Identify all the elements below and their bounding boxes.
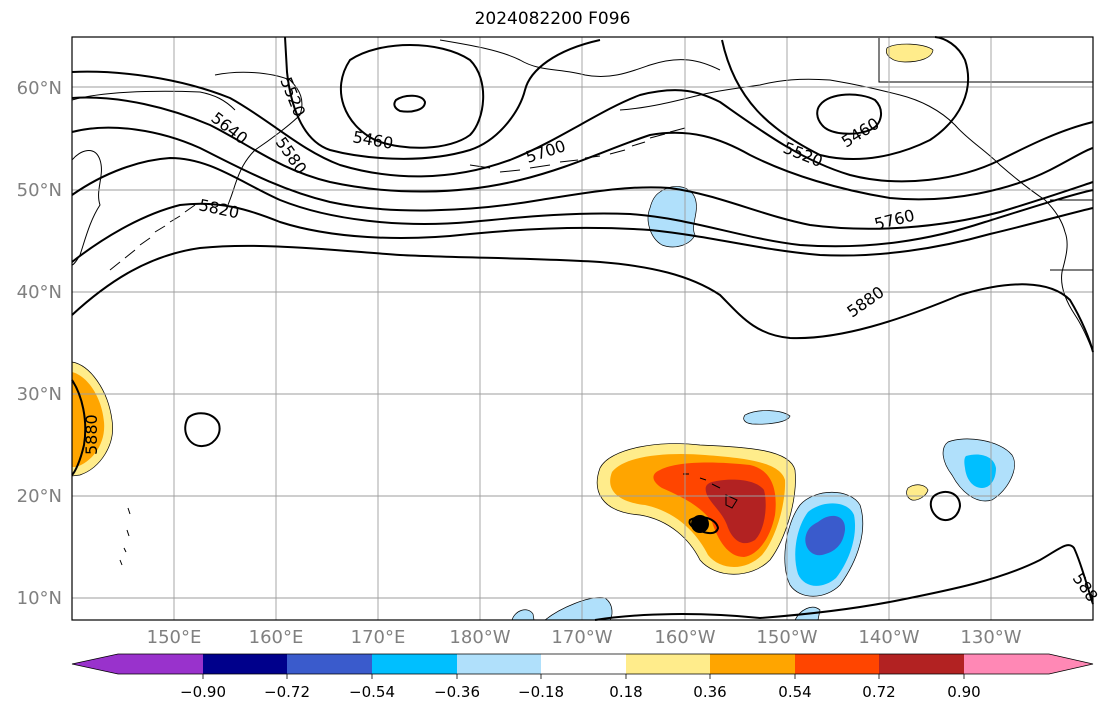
colorbar-swatch xyxy=(795,654,879,674)
contour-label: 5880 xyxy=(843,282,887,321)
colorbar-outline xyxy=(71,653,1094,675)
colorbar-swatch xyxy=(287,654,372,674)
contour-5760 xyxy=(71,156,1094,248)
negative-anomaly-se-054 xyxy=(805,515,846,556)
contour-5400-west xyxy=(393,94,427,113)
colorbar-tick-label: 0.72 xyxy=(862,683,895,701)
lat-label: 40°N xyxy=(17,282,62,303)
colorbar-tick-label: −0.90 xyxy=(180,683,226,701)
contour-label: 588 xyxy=(1069,569,1102,605)
colorbar-tick-label: −0.18 xyxy=(518,683,564,701)
contour-5640 xyxy=(71,96,1094,201)
colorbar-swatch xyxy=(541,654,626,674)
colorbar-tick-labels: −0.90 −0.72 −0.54 −0.36 −0.18 0.18 0.36 … xyxy=(180,683,981,701)
coastline-kuril xyxy=(109,204,196,271)
lat-label: 60°N xyxy=(17,78,62,99)
colorbar-tick-label: 0.54 xyxy=(778,683,811,701)
colorbar-swatch xyxy=(203,654,287,674)
positive-anomaly-small xyxy=(906,484,929,501)
contour-label: 5580 xyxy=(272,133,311,177)
map-title: 2024082200 F096 xyxy=(474,9,631,29)
colorbar-extend-min xyxy=(72,654,118,674)
lon-label: 160°W xyxy=(654,627,715,648)
colorbar-swatch xyxy=(372,654,457,674)
coastline-alaska-west xyxy=(439,39,721,78)
coastline-hawaii xyxy=(683,473,738,509)
lon-label: 140°W xyxy=(858,627,919,648)
coastline-okhotsk xyxy=(71,90,236,111)
colorbar-tick-label: 0.18 xyxy=(609,683,642,701)
height-contours xyxy=(71,36,1094,621)
coastline-asia xyxy=(71,150,102,266)
colorbar-tick-label: 0.36 xyxy=(693,683,726,701)
longitude-labels: 150°E 160°E 170°E 180°W 170°W 160°W 150°… xyxy=(147,627,1022,648)
coastline-alaska-south xyxy=(619,78,901,111)
colorbar-tick-marks xyxy=(202,674,965,679)
contour-label: 5760 xyxy=(872,206,916,234)
lon-label: 150°W xyxy=(756,627,817,648)
contour-5880-west xyxy=(71,379,87,476)
contour-labels: 5640 5580 5520 5460 5700 5520 5460 5820 … xyxy=(82,74,1102,605)
colorbar-extend-max xyxy=(1049,654,1093,674)
contour-5460-west xyxy=(340,44,485,149)
coastline-marianas xyxy=(119,507,131,566)
colorbar-tick-label: 0.90 xyxy=(947,683,980,701)
negative-anomaly-south-2 xyxy=(511,609,535,621)
positive-anomaly-hawaii-072 xyxy=(705,479,766,544)
contour-closed-east xyxy=(929,490,962,522)
colorbar-swatch xyxy=(626,654,710,674)
lon-label: 160°E xyxy=(249,627,304,648)
contour-5520-east xyxy=(721,36,970,161)
contour-label: 5460 xyxy=(838,114,883,152)
contour-5880-main xyxy=(71,244,1094,353)
lat-label: 10°N xyxy=(17,588,62,609)
negative-anomaly-east-036 xyxy=(964,454,996,488)
contour-5520-west xyxy=(284,36,601,160)
contour-closed-hawaii xyxy=(688,516,720,535)
colorbar-swatch xyxy=(457,654,541,674)
negative-anomaly-small-1 xyxy=(743,410,791,425)
contour-label: 5460 xyxy=(351,127,394,153)
contour-closed-west xyxy=(184,412,221,448)
coastline-canada xyxy=(899,94,1094,353)
colorbar-tick-label: −0.72 xyxy=(264,683,310,701)
storm-center-marker xyxy=(691,515,709,533)
coastlines xyxy=(71,38,1094,566)
lat-label: 50°N xyxy=(17,180,62,201)
contour-5820 xyxy=(71,202,1094,263)
contour-label: 5820 xyxy=(197,195,241,222)
lon-label: 130°W xyxy=(960,627,1021,648)
lon-label: 170°E xyxy=(351,627,406,648)
map-frame xyxy=(71,36,1094,621)
gridlines xyxy=(72,37,1093,620)
colorbar-swatch xyxy=(118,654,203,674)
lon-label: 150°E xyxy=(147,627,202,648)
lat-label: 30°N xyxy=(17,384,62,405)
colorbar-tick-label: −0.36 xyxy=(434,683,480,701)
contour-label: 5520 xyxy=(276,74,309,119)
contour-5700 xyxy=(71,126,1094,230)
colorbar-tick-label: −0.54 xyxy=(349,683,395,701)
lat-label: 20°N xyxy=(17,486,62,507)
colorbar: −0.90 −0.72 −0.54 −0.36 −0.18 0.18 0.36 … xyxy=(71,653,1094,701)
colorbar-swatch xyxy=(710,654,795,674)
lon-label: 180°W xyxy=(449,627,510,648)
lon-label: 170°W xyxy=(551,627,612,648)
contour-label: 5640 xyxy=(208,108,252,148)
coastline-kamchatka xyxy=(214,71,303,211)
contour-label: 5880 xyxy=(82,414,101,455)
contour-5580 xyxy=(71,70,1094,183)
contour-5880-south xyxy=(594,544,1094,621)
latitude-labels: 60°N 50°N 40°N 30°N 20°N 10°N xyxy=(17,78,62,609)
colorbar-swatch xyxy=(964,654,1049,674)
colorbar-swatch xyxy=(879,654,964,674)
positive-anomaly-alaska xyxy=(886,43,934,63)
negative-anomaly-south-1 xyxy=(544,597,613,621)
contour-5460-east xyxy=(816,93,882,135)
